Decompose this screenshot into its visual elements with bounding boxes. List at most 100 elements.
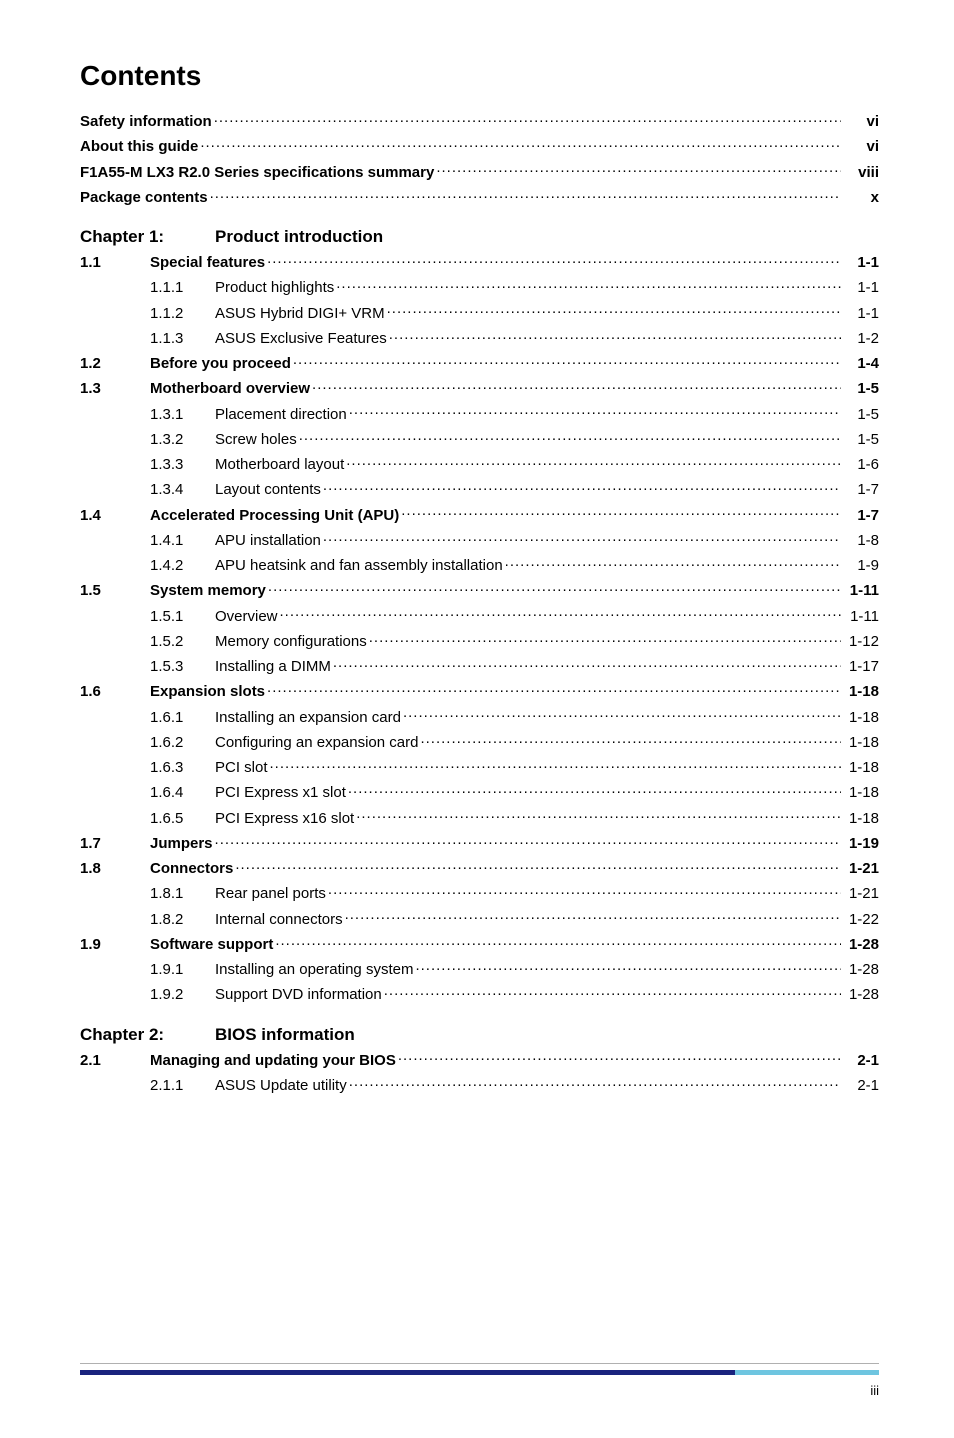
toc-page: 1-18 <box>843 807 879 830</box>
dot-leaders <box>348 785 841 800</box>
toc-subrow: 1.1.1 Product highlights 1-1 <box>80 276 879 299</box>
toc-subrow: 1.9.2 Support DVD information 1-28 <box>80 983 879 1006</box>
footer-bar-cyan <box>735 1370 879 1375</box>
dot-leaders <box>401 508 841 523</box>
dot-leaders <box>403 710 841 725</box>
dot-leaders <box>398 1053 841 1068</box>
toc-page: 2-1 <box>843 1049 879 1072</box>
toc-page: 1-5 <box>843 428 879 451</box>
toc-label: Package contents <box>80 186 208 209</box>
toc-num: 1.6.5 <box>80 807 215 830</box>
toc-subrow: 1.9.1 Installing an operating system 1-2… <box>80 958 879 981</box>
toc-label: APU installation <box>215 529 321 552</box>
toc-label: Placement direction <box>215 403 347 426</box>
toc-subrow: 1.5.2 Memory configurations 1-12 <box>80 630 879 653</box>
toc-label: Managing and updating your BIOS <box>150 1049 396 1072</box>
toc-page: 1-7 <box>843 504 879 527</box>
toc-page: 1-19 <box>843 832 879 855</box>
toc-subrow: 1.1.3 ASUS Exclusive Features 1-2 <box>80 327 879 350</box>
toc-label: Installing an expansion card <box>215 706 401 729</box>
toc-label: Before you proceed <box>150 352 291 375</box>
toc-row: 2.1 Managing and updating your BIOS 2-1 <box>80 1049 879 1072</box>
toc-row: 1.6 Expansion slots 1-18 <box>80 680 879 703</box>
toc-row: Package contents x <box>80 186 879 209</box>
toc-num: 1.1.2 <box>80 302 215 325</box>
chapter-number: Chapter 2: <box>80 1025 215 1045</box>
dot-leaders <box>349 1078 841 1093</box>
dot-leaders <box>384 987 841 1002</box>
toc-label: Screw holes <box>215 428 297 451</box>
toc-label: ASUS Hybrid DIGI+ VRM <box>215 302 385 325</box>
dot-leaders <box>235 861 841 876</box>
toc-page: x <box>843 186 879 209</box>
toc-label: ASUS Exclusive Features <box>215 327 387 350</box>
dot-leaders <box>299 432 841 447</box>
dot-leaders <box>275 937 841 952</box>
dot-leaders <box>267 255 841 270</box>
toc-page: 1-22 <box>843 908 879 931</box>
toc-num: 2.1.1 <box>80 1074 215 1097</box>
toc-label: Jumpers <box>150 832 213 855</box>
toc-num: 1.3.2 <box>80 428 215 451</box>
toc-label: Accelerated Processing Unit (APU) <box>150 504 399 527</box>
toc-page: 1-5 <box>843 377 879 400</box>
chapter-title: BIOS information <box>215 1025 355 1045</box>
toc-num: 1.1 <box>80 251 150 274</box>
toc-page: 1-8 <box>843 529 879 552</box>
toc-page: 1-18 <box>843 706 879 729</box>
toc-subrow: 1.4.2 APU heatsink and fan assembly inst… <box>80 554 879 577</box>
dot-leaders <box>369 634 841 649</box>
toc-label: Support DVD information <box>215 983 382 1006</box>
toc-label: Special features <box>150 251 265 274</box>
toc-row: 1.2 Before you proceed 1-4 <box>80 352 879 375</box>
toc-num: 1.9 <box>80 933 150 956</box>
toc-num: 1.9.2 <box>80 983 215 1006</box>
dot-leaders <box>312 381 841 396</box>
footer-page-number: iii <box>80 1383 879 1398</box>
toc-subrow: 1.1.2 ASUS Hybrid DIGI+ VRM 1-1 <box>80 302 879 325</box>
toc-num: 1.8.1 <box>80 882 215 905</box>
toc-page: 1-7 <box>843 478 879 501</box>
toc-subrow: 1.3.4 Layout contents 1-7 <box>80 478 879 501</box>
toc-label: Rear panel ports <box>215 882 326 905</box>
dot-leaders <box>387 306 841 321</box>
toc-page: vi <box>843 110 879 133</box>
dot-leaders <box>268 583 841 598</box>
toc-label: Safety information <box>80 110 212 133</box>
chapter-heading: Chapter 2: BIOS information <box>80 1025 879 1045</box>
toc-subrow: 1.4.1 APU installation 1-8 <box>80 529 879 552</box>
toc-page: 1-28 <box>843 958 879 981</box>
dot-leaders <box>200 139 841 154</box>
toc-page: 1-18 <box>843 680 879 703</box>
dot-leaders <box>328 886 841 901</box>
toc-subrow: 1.6.2 Configuring an expansion card 1-18 <box>80 731 879 754</box>
toc-num: 1.5.1 <box>80 605 215 628</box>
toc-page: 1-9 <box>843 554 879 577</box>
toc-subrow: 1.8.2 Internal connectors 1-22 <box>80 908 879 931</box>
dot-leaders <box>333 659 841 674</box>
dot-leaders <box>210 190 841 205</box>
toc-page: 1-5 <box>843 403 879 426</box>
toc-page: 1-18 <box>843 756 879 779</box>
dot-leaders <box>349 407 841 422</box>
toc-num: 1.8.2 <box>80 908 215 931</box>
toc-label: About this guide <box>80 135 198 158</box>
toc-num: 1.5.2 <box>80 630 215 653</box>
toc-num: 1.9.1 <box>80 958 215 981</box>
toc-label: F1A55-M LX3 R2.0 Series specifications s… <box>80 161 434 184</box>
toc-page: viii <box>843 161 879 184</box>
toc-subrow: 1.6.4 PCI Express x1 slot 1-18 <box>80 781 879 804</box>
page-footer: iii <box>80 1363 879 1398</box>
toc-label: Motherboard overview <box>150 377 310 400</box>
toc-num: 1.6.1 <box>80 706 215 729</box>
toc-num: 1.4.1 <box>80 529 215 552</box>
dot-leaders <box>356 811 841 826</box>
toc-num: 1.1.1 <box>80 276 215 299</box>
footer-rule <box>80 1363 879 1364</box>
contents-title: Contents <box>80 60 879 92</box>
toc-num: 1.7 <box>80 832 150 855</box>
toc-label: Layout contents <box>215 478 321 501</box>
toc-page: vi <box>843 135 879 158</box>
toc-page: 1-28 <box>843 983 879 1006</box>
dot-leaders <box>280 609 841 624</box>
